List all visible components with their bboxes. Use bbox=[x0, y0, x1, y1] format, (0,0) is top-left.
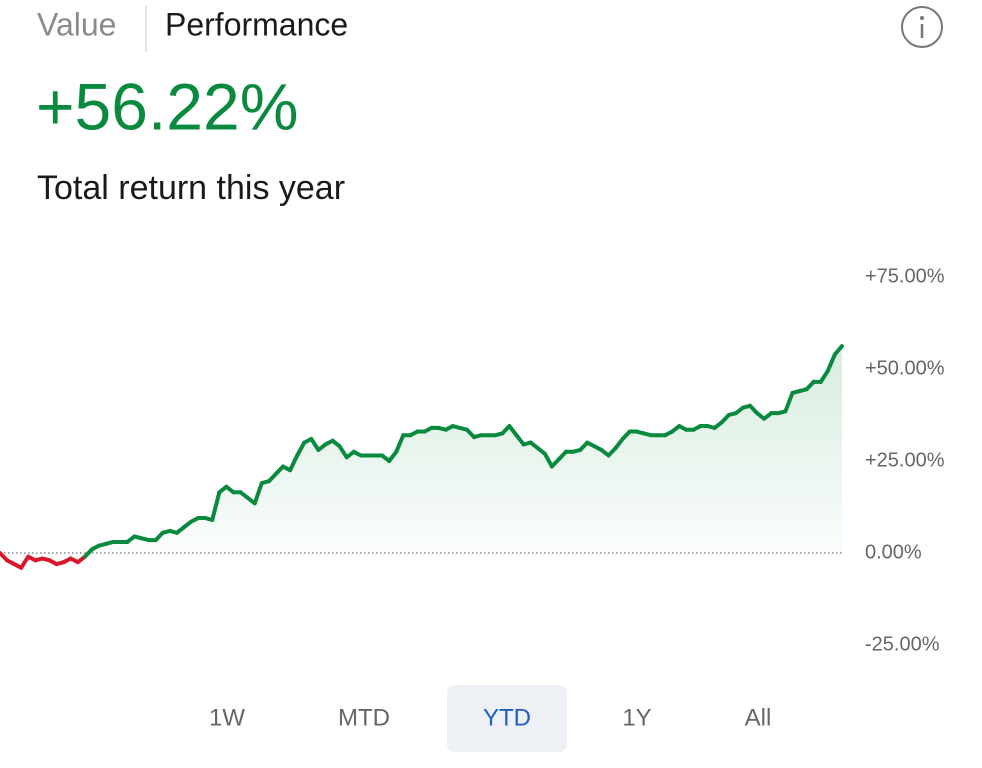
line-segment bbox=[542, 451, 554, 469]
range-button[interactable]: MTD bbox=[338, 704, 390, 731]
line-segment bbox=[818, 368, 830, 384]
line-segment bbox=[832, 344, 844, 357]
line-segment bbox=[783, 390, 795, 414]
y-tick-label: -25.00% bbox=[865, 633, 940, 655]
y-tick-label: +50.00% bbox=[865, 357, 945, 379]
tab[interactable]: Performance bbox=[165, 6, 348, 42]
line-segment bbox=[252, 481, 264, 506]
y-tick-label: +25.00% bbox=[865, 449, 945, 471]
y-tick-label: 0.00% bbox=[865, 541, 922, 563]
y-tick-label: +75.00% bbox=[865, 265, 945, 287]
line-segment bbox=[19, 554, 31, 570]
range-button[interactable]: 1Y bbox=[622, 704, 651, 731]
info-icon[interactable] bbox=[901, 6, 943, 48]
range-button[interactable]: All bbox=[745, 704, 772, 731]
area bbox=[0, 346, 842, 553]
range-selector: 1W MTD YTD 1Y All bbox=[209, 685, 771, 752]
line-segment bbox=[825, 352, 837, 373]
line-segment bbox=[295, 440, 307, 458]
line-segment bbox=[394, 433, 406, 454]
tab[interactable]: Value bbox=[37, 6, 116, 42]
range-button[interactable]: 1W bbox=[209, 704, 245, 731]
line-segment bbox=[309, 436, 321, 452]
line-segment bbox=[288, 453, 300, 473]
line-segment bbox=[337, 444, 349, 460]
subtitle: Total return this year bbox=[37, 169, 345, 207]
headline: +56.22% bbox=[36, 69, 298, 143]
range-button[interactable]: YTD bbox=[483, 704, 531, 731]
tabs: Value Performance bbox=[37, 6, 348, 42]
range-selected-bg bbox=[447, 685, 567, 752]
chart: -25.00% 0.00% +25.00% +50.00% +75.00% bbox=[0, 265, 945, 655]
line-segment bbox=[210, 490, 222, 522]
